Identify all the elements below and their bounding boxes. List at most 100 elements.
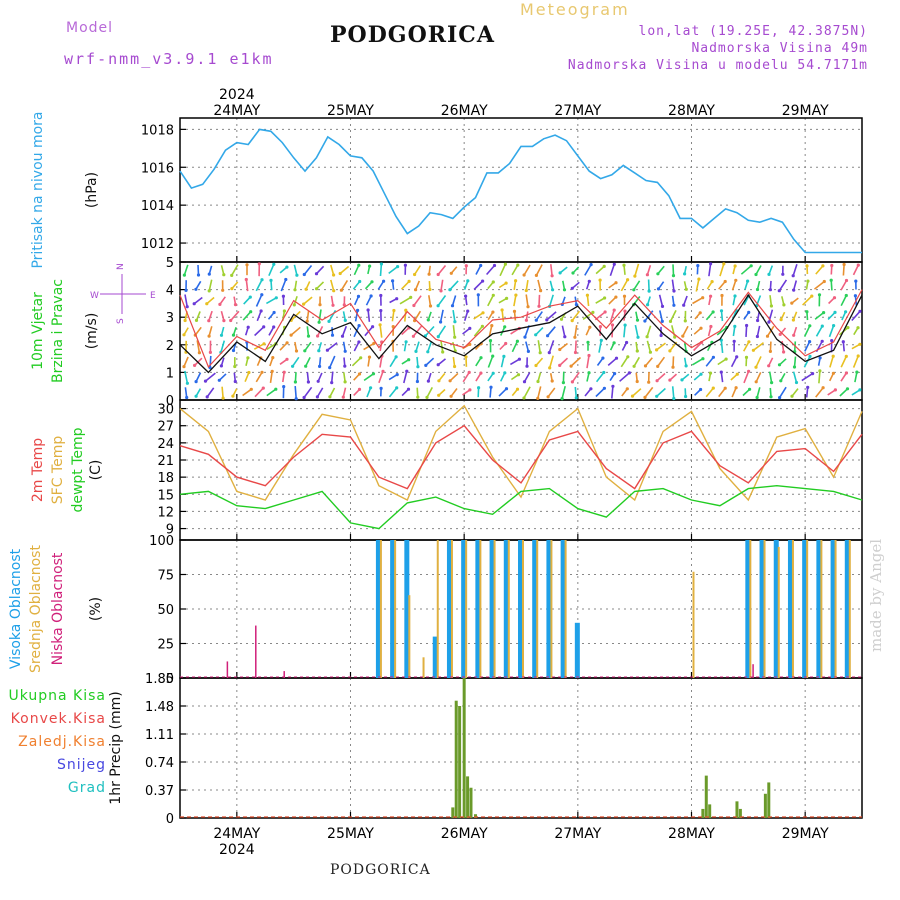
wind-arrow-head xyxy=(343,364,347,368)
wind-arrow xyxy=(647,279,650,292)
wind-arrow-head xyxy=(424,363,428,367)
wind-arrow-head xyxy=(684,394,688,399)
wind-arrow-head xyxy=(448,379,452,383)
wind-arrow xyxy=(851,310,861,322)
wind-arrow-head xyxy=(625,340,629,345)
wind-arrow-head xyxy=(306,380,310,384)
compass-w-label: W xyxy=(90,291,99,301)
precip-bar-total xyxy=(763,793,767,818)
wind-arrow xyxy=(523,372,531,383)
wind-arrow-head xyxy=(522,396,526,400)
wind-arrow-head xyxy=(832,324,836,328)
wind-arrow-head xyxy=(747,310,751,314)
wind-arrow xyxy=(633,280,641,291)
wind-arrow-head xyxy=(858,388,862,392)
wind-arrow-head xyxy=(711,355,716,359)
wind-arrow-head xyxy=(415,379,419,384)
day-label-top: 27MAY xyxy=(554,103,601,119)
wind-arrow xyxy=(717,358,727,366)
wind-arrow-head xyxy=(645,335,649,339)
wind-arrow-head xyxy=(409,295,413,299)
wind-arrow-head xyxy=(233,364,237,369)
wind-arrow xyxy=(740,265,752,275)
wind-arrow-head xyxy=(844,310,848,314)
wind-arrow xyxy=(316,387,324,398)
wind-arrow xyxy=(537,279,542,291)
wind-arrow-head xyxy=(534,273,539,277)
wind-arrow-head xyxy=(792,333,796,337)
wind-arrow-head xyxy=(274,387,278,391)
wind-arrow-head xyxy=(573,335,577,339)
wind-arrow xyxy=(424,325,435,337)
wind-arrow xyxy=(550,264,553,276)
wind-arrow xyxy=(598,340,603,353)
wind-arrow-head xyxy=(832,296,837,300)
cloud-bar-high xyxy=(759,540,765,678)
wind-arrow-head xyxy=(464,355,468,359)
wind-arrow-head xyxy=(699,326,703,330)
wind-arrow xyxy=(266,343,277,350)
wind-arrow xyxy=(781,340,785,353)
wind-arrow xyxy=(220,340,226,353)
wind-arrow xyxy=(840,356,848,368)
wind-ytick-label: 4 xyxy=(166,284,174,299)
wind-arrow-head xyxy=(183,318,187,323)
wind-arrow-head xyxy=(270,369,274,373)
wind-arrow-head xyxy=(194,318,199,322)
cloud-bar-mid xyxy=(522,540,524,678)
day-label-bottom: 28MAY xyxy=(668,826,715,842)
wind-arrow-head xyxy=(636,335,640,339)
precip-bar-total xyxy=(469,787,473,818)
wind-arrow-head xyxy=(749,264,753,268)
day-label-top: 24MAY xyxy=(213,103,260,119)
wind-arrow xyxy=(449,372,459,382)
wind-arrow xyxy=(415,341,420,352)
wind-arrow-head xyxy=(271,356,275,360)
wind-arrow xyxy=(659,310,664,322)
wind-arrow xyxy=(644,386,654,398)
wind-arrow-head xyxy=(808,324,812,328)
wind-arrow-head xyxy=(817,293,822,297)
wind-arrow-head xyxy=(274,296,278,300)
wind-arrow xyxy=(196,340,201,353)
wind-arrow xyxy=(428,295,432,307)
wind-arrow xyxy=(570,356,582,367)
wind-arrow-head xyxy=(222,319,226,323)
wind-arrow-head xyxy=(697,277,701,281)
cloud-bar-high xyxy=(461,540,467,678)
wind-arrow xyxy=(671,325,676,338)
coordinates-label: lon,lat (19.25E, 42.3875N) xyxy=(638,24,868,39)
wind-arrow xyxy=(367,309,371,322)
cloud-bar-high xyxy=(503,540,509,678)
day-label-top: 29MAY xyxy=(782,103,829,119)
cloud-bar-mid xyxy=(806,540,809,678)
wind-arrow-head xyxy=(831,354,835,358)
wind-arrow-head xyxy=(820,339,824,343)
wind-arrow xyxy=(255,294,263,307)
wind-arrow xyxy=(242,311,252,321)
cloud-bar-mid xyxy=(820,540,823,678)
wind-arrow xyxy=(499,263,507,277)
wind-arrow xyxy=(209,355,212,368)
wind-arrow xyxy=(378,371,384,384)
wind-arrow-head xyxy=(282,309,286,313)
wind-arrow xyxy=(513,294,517,307)
wind-arrow-head xyxy=(844,371,849,375)
wind-arrow-head xyxy=(573,350,578,355)
wind-arrow xyxy=(619,372,630,382)
wind-arrow xyxy=(184,370,189,384)
wind-arrow-head xyxy=(830,263,834,268)
wind-arrow-head xyxy=(292,303,296,307)
wind-arrow-head xyxy=(856,354,860,358)
wind-arrow-head xyxy=(222,273,226,277)
wind-arrow-head xyxy=(302,302,306,306)
wind-arrow-head xyxy=(711,310,715,314)
temperature-ytick-label: 24 xyxy=(157,437,174,452)
wind-arrow xyxy=(525,279,529,291)
wind-arrow xyxy=(584,264,592,276)
wind-arrow-head xyxy=(635,318,640,322)
wind-arrow xyxy=(778,386,787,399)
wind-arrow-head xyxy=(841,340,845,344)
wind-arrow-head xyxy=(659,333,663,338)
